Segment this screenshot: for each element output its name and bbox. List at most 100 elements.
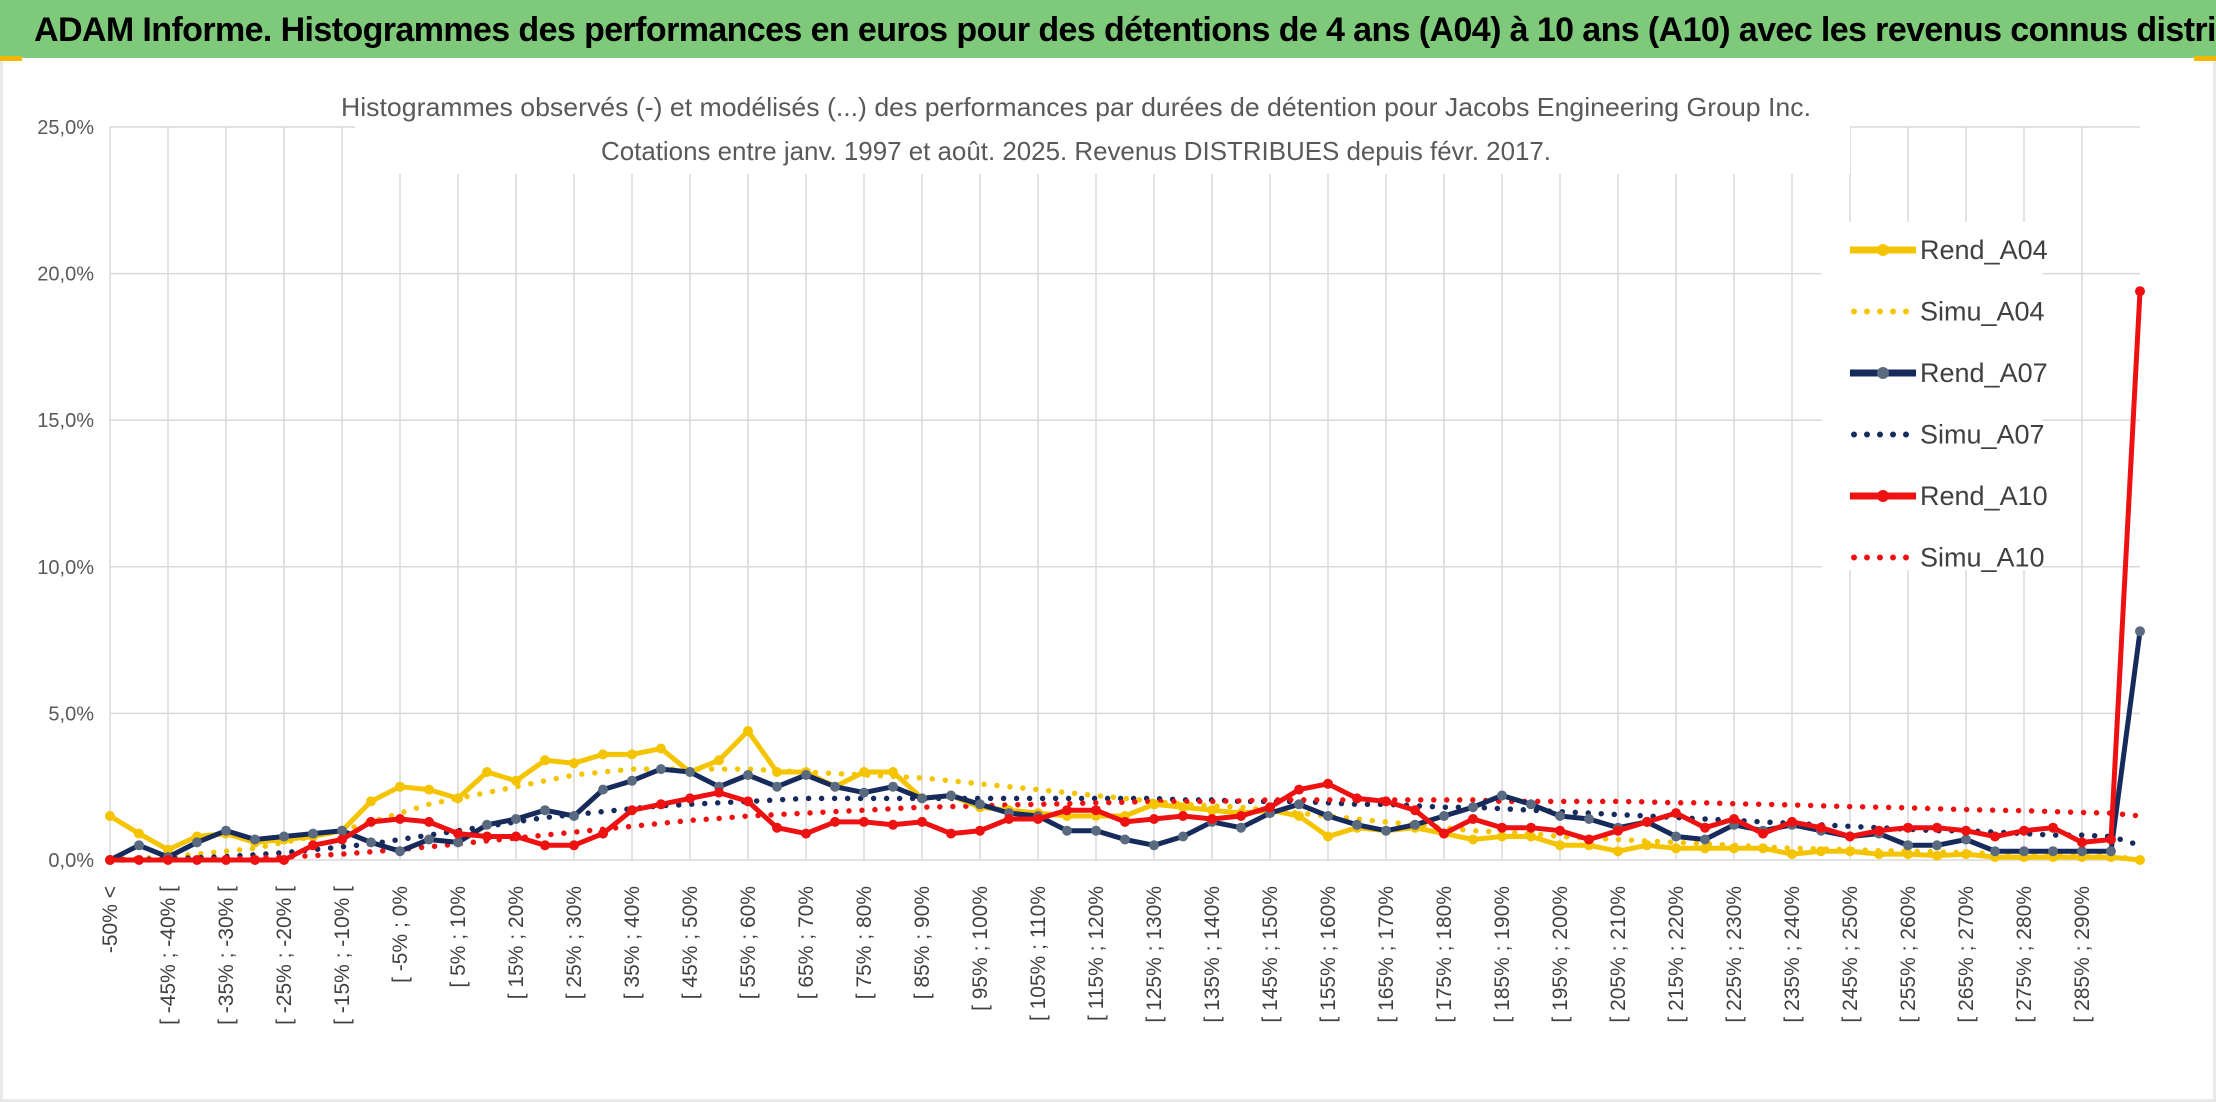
- data-point-rend-a10: [1526, 822, 1536, 833]
- data-point-rend-a10: [975, 825, 985, 836]
- data-point-rend-a10: [1816, 822, 1826, 833]
- x-tick-label: [ 225% ; 230%: [1723, 886, 1746, 1023]
- legend-label: Simu_A04: [1920, 297, 2045, 327]
- data-point-rend-a07: [1091, 825, 1101, 836]
- data-point-rend-a10: [192, 855, 202, 865]
- x-tick-label: [ 15% ; 20%: [505, 886, 528, 999]
- data-point-rend-a07: [1961, 834, 1971, 845]
- data-point-rend-a04: [1874, 849, 1884, 860]
- data-point-rend-a04: [1178, 802, 1188, 813]
- data-point-rend-a04: [714, 755, 724, 766]
- data-point-rend-a10: [1932, 822, 1942, 833]
- y-tick-label: 15,0%: [37, 410, 94, 432]
- data-point-rend-a07: [598, 784, 608, 795]
- x-tick-label: [ 185% ; 190%: [1491, 886, 1514, 1023]
- data-point-rend-a10: [482, 831, 492, 842]
- data-point-rend-a04: [1758, 843, 1768, 854]
- data-point-rend-a07: [2135, 626, 2145, 637]
- data-point-rend-a07: [2077, 846, 2087, 857]
- data-point-rend-a04: [482, 767, 492, 777]
- data-point-rend-a10: [366, 816, 376, 827]
- data-point-rend-a10: [337, 834, 347, 845]
- data-point-rend-a07: [1323, 811, 1333, 821]
- data-point-rend-a10: [2135, 286, 2145, 297]
- data-point-rend-a10: [743, 796, 753, 807]
- report-header: ADAM Informe. Histogrammes des performan…: [0, 0, 2216, 58]
- data-point-rend-a10: [2106, 834, 2116, 845]
- data-point-rend-a04: [1323, 831, 1333, 842]
- data-point-rend-a07: [1990, 846, 2000, 857]
- data-point-rend-a04: [772, 767, 782, 777]
- data-point-rend-a10: [540, 840, 550, 851]
- data-point-rend-a07: [511, 814, 521, 824]
- data-point-rend-a07: [366, 837, 376, 848]
- data-point-rend-a07: [134, 840, 144, 851]
- data-point-rend-a07: [540, 805, 550, 816]
- data-point-rend-a10: [1961, 825, 1971, 836]
- chart-subtitle: Cotations entre janv. 1997 et août. 2025…: [601, 136, 1551, 166]
- data-point-rend-a10: [1294, 784, 1304, 795]
- data-point-rend-a07: [482, 819, 492, 830]
- data-point-rend-a10: [1555, 825, 1565, 836]
- data-point-rend-a07: [1671, 831, 1681, 842]
- data-point-rend-a07: [859, 787, 869, 798]
- header-accent-right: [2194, 56, 2216, 61]
- data-point-rend-a10: [685, 793, 695, 804]
- legend-label: Simu_A10: [1920, 543, 2045, 573]
- data-point-rend-a10: [714, 787, 724, 798]
- data-point-rend-a04: [2135, 855, 2145, 865]
- data-point-rend-a07: [1526, 799, 1536, 810]
- data-point-rend-a04: [1207, 805, 1217, 816]
- data-point-rend-a07: [1410, 819, 1420, 830]
- data-point-rend-a10: [1410, 805, 1420, 816]
- data-point-rend-a07: [1236, 822, 1246, 833]
- data-point-rend-a07: [1062, 825, 1072, 836]
- data-point-rend-a07: [975, 799, 985, 810]
- data-point-rend-a07: [192, 837, 202, 848]
- data-point-rend-a10: [1990, 831, 2000, 842]
- data-point-rend-a04: [1555, 840, 1565, 851]
- data-point-rend-a10: [1729, 814, 1739, 824]
- data-point-rend-a10: [1033, 814, 1043, 824]
- data-point-rend-a07: [1700, 834, 1710, 845]
- x-tick-label: [ -35% ; -30% [: [215, 886, 238, 1025]
- data-point-rend-a04: [1700, 843, 1710, 854]
- data-point-rend-a07: [888, 781, 898, 792]
- data-point-rend-a07: [801, 770, 811, 780]
- x-tick-label: [ -15% ; -10% [: [331, 886, 354, 1025]
- data-point-rend-a10: [221, 855, 231, 865]
- data-point-rend-a07: [1149, 840, 1159, 851]
- x-tick-label: [ 265% ; 270%: [1955, 886, 1978, 1023]
- x-tick-label: [ 65% ; 70%: [795, 886, 818, 999]
- y-tick-label: 10,0%: [37, 557, 94, 579]
- legend-label: Rend_A04: [1920, 235, 2048, 265]
- data-point-rend-a04: [105, 811, 115, 821]
- data-point-rend-a10: [1149, 814, 1159, 824]
- data-point-rend-a04: [366, 796, 376, 807]
- x-tick-label: [ 45% ; 50%: [679, 886, 702, 999]
- data-point-rend-a10: [1178, 811, 1188, 821]
- data-point-rend-a07: [221, 825, 231, 836]
- data-point-rend-a04: [1932, 850, 1942, 861]
- data-point-rend-a04: [598, 749, 608, 760]
- data-point-rend-a10: [598, 828, 608, 839]
- data-point-rend-a10: [888, 819, 898, 830]
- x-tick-label: [ 255% ; 260%: [1897, 886, 1920, 1023]
- x-tick-label: [ 205% ; 210%: [1607, 886, 1630, 1023]
- data-point-rend-a04: [453, 793, 463, 804]
- x-tick-label: [ 55% ; 60%: [737, 886, 760, 999]
- data-point-rend-a07: [308, 828, 318, 839]
- x-tick-label: [ 275% ; 280%: [2013, 886, 2036, 1023]
- x-tick-label: [ 215% ; 220%: [1665, 886, 1688, 1023]
- data-point-rend-a10: [656, 799, 666, 810]
- x-tick-label: [ 145% ; 150%: [1259, 886, 1282, 1023]
- data-point-rend-a07: [1352, 819, 1362, 830]
- data-point-rend-a10: [308, 840, 318, 851]
- data-point-rend-a04: [1526, 831, 1536, 842]
- data-point-rend-a07: [656, 764, 666, 775]
- data-point-rend-a07: [279, 831, 289, 842]
- data-point-rend-a10: [279, 855, 289, 865]
- data-point-rend-a04: [424, 784, 434, 795]
- data-point-rend-a04: [511, 775, 521, 786]
